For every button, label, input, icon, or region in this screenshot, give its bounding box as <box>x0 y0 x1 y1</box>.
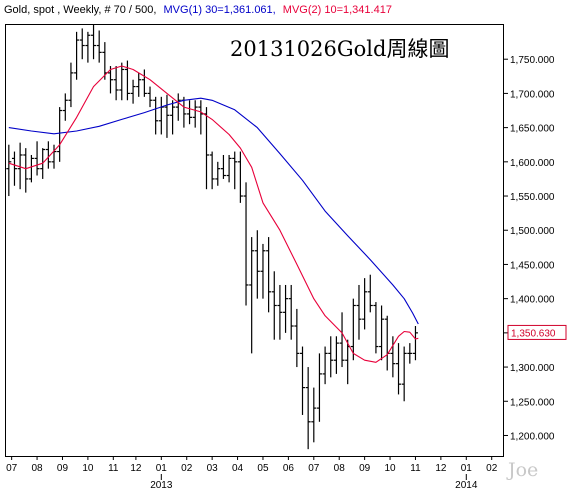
last-price-label: 1,350.630 <box>511 328 556 339</box>
x-tick-label: 01 <box>156 463 168 474</box>
chart-title: 20131026Gold周線圖 <box>230 37 449 61</box>
x-tick-label: 10 <box>384 463 396 474</box>
x-tick-label: 08 <box>334 463 346 474</box>
y-tick-label: 1,500.000 <box>510 226 555 237</box>
y-tick-label: 1,600.000 <box>510 158 555 169</box>
x-tick-label: 05 <box>257 463 269 474</box>
ma30-line <box>8 97 419 325</box>
year-label: 2013 <box>150 480 173 491</box>
moving-averages <box>8 65 419 363</box>
y-tick-label: 1,250.000 <box>510 397 555 408</box>
x-tick-label: 02 <box>486 463 498 474</box>
header-symbol: Gold, spot , Weekly, # 70 / 500, <box>4 4 156 16</box>
header-ma30-label: MVG(1) 30=1,361.061, <box>164 4 276 16</box>
x-tick-label: 10 <box>82 463 94 474</box>
x-tick-label: 12 <box>435 463 447 474</box>
y-tick-label: 1,750.000 <box>510 55 555 66</box>
x-axis: 07 08 09 10 11 12 01 02 03 04 05 06 07 08 09 10 11 12 01 02… <box>6 456 498 491</box>
y-tick-label: 1,450.000 <box>510 260 555 271</box>
y-tick-label: 1,200.000 <box>510 431 555 442</box>
plot-frame <box>5 24 504 457</box>
x-tick-label: 11 <box>410 463 421 474</box>
x-tick-label: 11 <box>108 463 119 474</box>
x-tick-label: 07 <box>6 463 18 474</box>
y-tick-label: 1,650.000 <box>510 124 555 135</box>
y-tick-label: 1,550.000 <box>510 192 555 203</box>
ohlc-bars <box>6 25 418 450</box>
last-price-box <box>507 324 567 340</box>
ma10-line <box>8 65 419 363</box>
y-axis: 1,200.0001,250.0001,300.0001,350.0001,40… <box>503 55 555 442</box>
x-tick-label: 09 <box>359 463 371 474</box>
svg-text:Gold, spot , Weekly, # 70 / 50: Gold, spot , Weekly, # 70 / 500, MVG(1) … <box>4 4 392 16</box>
x-tick-label: 04 <box>232 463 244 474</box>
watermark: Joe <box>506 459 538 481</box>
x-tick-label: 01 <box>461 463 473 474</box>
x-tick-label: 02 <box>181 463 193 474</box>
last-price-marker: 1,350.630 <box>507 324 567 340</box>
header-ma10-label: MVG(2) 10=1,341.417 <box>283 4 392 16</box>
x-tick-label: 03 <box>207 463 219 474</box>
x-tick-label: 12 <box>130 463 142 474</box>
x-tick-label: 09 <box>57 463 69 474</box>
x-tick-label: 06 <box>283 463 295 474</box>
y-tick-label: 1,400.000 <box>510 295 555 306</box>
y-tick-label: 1,300.000 <box>510 363 555 374</box>
x-tick-label: 07 <box>308 463 320 474</box>
year-label: 2014 <box>455 480 478 491</box>
y-tick-label: 1,700.000 <box>510 89 555 100</box>
x-tick-label: 08 <box>32 463 44 474</box>
